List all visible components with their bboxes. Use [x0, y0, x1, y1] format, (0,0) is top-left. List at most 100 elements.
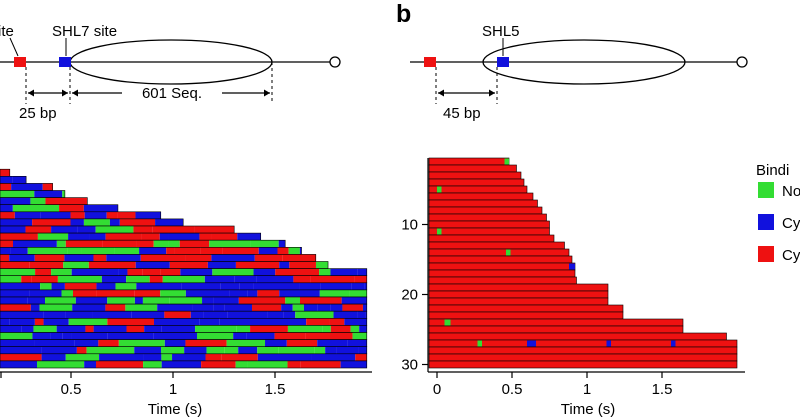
trace-row — [428, 220, 550, 229]
trace-segment — [275, 268, 320, 276]
trace-segment — [0, 204, 13, 212]
trace-row — [428, 346, 738, 355]
trace-segment — [106, 254, 141, 262]
trace-segment — [299, 282, 321, 290]
trace-segment — [246, 332, 275, 340]
trace-segment — [21, 275, 32, 283]
legend-swatch — [758, 182, 774, 198]
trace-segment — [57, 275, 102, 283]
trace-segment — [212, 268, 254, 276]
trace-segment — [153, 332, 197, 340]
trace-segment — [162, 275, 205, 283]
trace-segment — [118, 339, 165, 347]
spacer-label-a: 25 bp — [19, 105, 57, 122]
trace-segment — [0, 183, 12, 191]
trace-row — [428, 234, 555, 243]
trace-segment — [114, 247, 140, 255]
trace-segment — [340, 360, 367, 368]
trace-segment — [31, 275, 58, 283]
trace-segment — [247, 289, 258, 297]
legend-swatch — [758, 214, 774, 230]
trace-segment — [220, 282, 240, 290]
trace-segment — [213, 304, 225, 312]
trace-segment — [14, 211, 41, 219]
trace-segment — [206, 346, 225, 354]
trace-segment — [83, 218, 110, 226]
trace-segment — [72, 304, 106, 312]
trace-segment — [43, 311, 66, 319]
trace-segment — [317, 339, 348, 347]
trace-segment — [35, 268, 52, 276]
trace-segment — [169, 261, 208, 269]
trace-segment — [330, 304, 343, 312]
trace-segment — [347, 339, 367, 347]
trace-segment — [164, 339, 186, 347]
x-tick-label: 1 — [583, 381, 591, 398]
trace-segment — [0, 197, 31, 205]
panel-b-x-axis-label: Time (s) — [561, 401, 615, 418]
trace-row — [428, 353, 738, 362]
trace-row — [428, 164, 517, 173]
trace-segment — [153, 240, 169, 248]
trace-segment — [336, 346, 359, 354]
trace-segment — [63, 261, 89, 269]
trace-segment — [136, 282, 182, 290]
trace-segment — [315, 261, 329, 269]
trace-segment — [96, 282, 116, 290]
x-tick-label: 1.5 — [265, 381, 286, 398]
trace-segment — [13, 240, 57, 248]
spacer-label-b: 45 bp — [443, 105, 481, 122]
trace-segment — [254, 254, 283, 262]
trace-segment — [96, 360, 144, 368]
trace-segment — [350, 325, 360, 333]
trace-segment — [51, 268, 72, 276]
trace-segment — [357, 268, 367, 276]
legend-swatch — [758, 246, 774, 262]
trace-segment — [224, 304, 253, 312]
trace-event — [506, 249, 511, 256]
dna-end-circle-a — [329, 56, 341, 68]
trace-segment — [200, 247, 223, 255]
seq-arrowhead-right — [264, 89, 270, 97]
trace-row — [428, 185, 528, 194]
trace-segment — [234, 275, 257, 283]
trace-segment — [357, 311, 366, 319]
trace-segment — [292, 304, 304, 312]
y-tick-label: 10 — [401, 217, 418, 234]
spacer-arrowhead-left-b — [438, 89, 444, 97]
trace-segment — [142, 297, 170, 305]
trace-segment — [0, 346, 42, 354]
panel-b-construct-diagram: SHL5 45 bp — [410, 23, 748, 122]
trace-segment — [0, 247, 11, 255]
trace-segment — [258, 247, 278, 255]
trace-segment — [247, 360, 288, 368]
trace-segment — [280, 353, 312, 361]
trace-segment — [0, 282, 41, 290]
trace-segment — [253, 282, 300, 290]
trace-row — [428, 339, 738, 348]
trace-segment — [34, 318, 44, 326]
trace-segment — [299, 247, 302, 255]
trace-segment — [117, 211, 136, 219]
trace-segment — [152, 226, 195, 234]
trace-segment — [238, 297, 286, 305]
legend: Bindi No Cy Cy — [756, 162, 800, 264]
trace-segment — [139, 247, 167, 255]
nucleosome-ellipse-b — [482, 39, 686, 85]
trace-event — [606, 340, 611, 347]
trace-segment — [0, 318, 10, 326]
trace-segment — [365, 311, 367, 319]
trace-event — [569, 263, 575, 270]
trace-segment — [125, 304, 158, 312]
trace-segment — [56, 325, 86, 333]
trace-segment — [330, 325, 351, 333]
trace-segment — [293, 275, 311, 283]
trace-segment — [274, 332, 306, 340]
trace-segment — [107, 318, 154, 326]
trace-segment — [286, 339, 318, 347]
trace-segment — [161, 325, 196, 333]
trace-row — [428, 283, 609, 292]
trace-segment — [229, 289, 248, 297]
trace-segment — [37, 360, 85, 368]
dna-end-circle-b — [736, 56, 748, 68]
